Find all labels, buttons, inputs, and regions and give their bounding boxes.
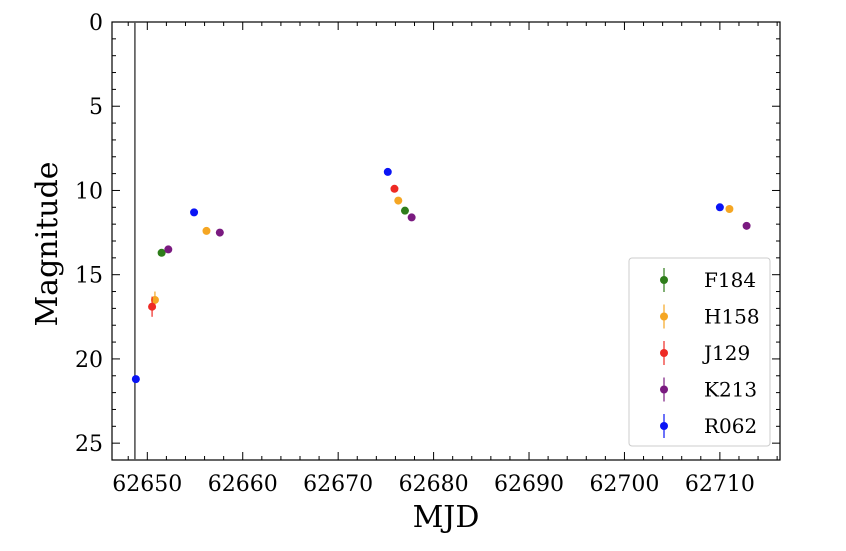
legend-label-j129: J129	[702, 341, 750, 365]
data-point-h158	[725, 204, 734, 213]
data-points-layer	[131, 167, 751, 384]
data-point-k213	[215, 228, 224, 237]
legend-marker-f184	[660, 276, 668, 284]
data-point-j129	[390, 184, 399, 193]
y-axis-label: Magnitude	[30, 161, 65, 326]
x-axis-label: MJD	[413, 500, 480, 535]
data-point-j129	[148, 302, 157, 311]
legend-label-k213: K213	[704, 378, 757, 402]
x-tick-label: 62700	[589, 472, 659, 497]
data-point-k213	[407, 213, 416, 222]
legend-label-r062: R062	[704, 414, 757, 438]
data-point-f184	[157, 248, 166, 257]
ticks-layer: 62650 62660 62670 62680 62690 62700 62710 0 5 10 1…	[75, 11, 780, 497]
data-point-r062	[190, 208, 199, 217]
y-tick-label: 5	[89, 95, 103, 120]
y-tick-label: 0	[89, 11, 103, 36]
data-point-h158	[150, 295, 159, 304]
data-point-r062	[715, 203, 724, 212]
y-tick-label: 15	[75, 264, 103, 289]
x-tick-label: 62680	[399, 472, 469, 497]
legend-label-h158: H158	[704, 305, 760, 329]
legend-marker-r062	[660, 422, 668, 430]
x-tick-label: 62670	[303, 472, 373, 497]
x-tick-label: 62660	[208, 472, 278, 497]
data-point-k213	[742, 221, 751, 230]
y-tick-label: 10	[75, 179, 103, 204]
y-tick-label: 20	[75, 348, 103, 373]
x-tick-label: 62710	[685, 472, 755, 497]
legend-marker-k213	[660, 385, 668, 394]
data-point-k213	[164, 245, 173, 254]
data-point-h158	[394, 196, 403, 205]
data-point-f184	[400, 206, 409, 215]
y-tick-label: 25	[75, 432, 103, 457]
legend-marker-h158	[660, 312, 668, 321]
data-point-r062	[131, 375, 140, 384]
legend-label-f184: F184	[704, 268, 756, 292]
data-point-r062	[383, 167, 392, 176]
legend-marker-j129	[660, 349, 668, 357]
legend: F184 H158 J129 K213 R062	[628, 257, 771, 447]
x-tick-label: 62690	[494, 472, 564, 497]
x-tick-label: 62650	[112, 472, 182, 497]
data-point-h158	[202, 226, 211, 235]
